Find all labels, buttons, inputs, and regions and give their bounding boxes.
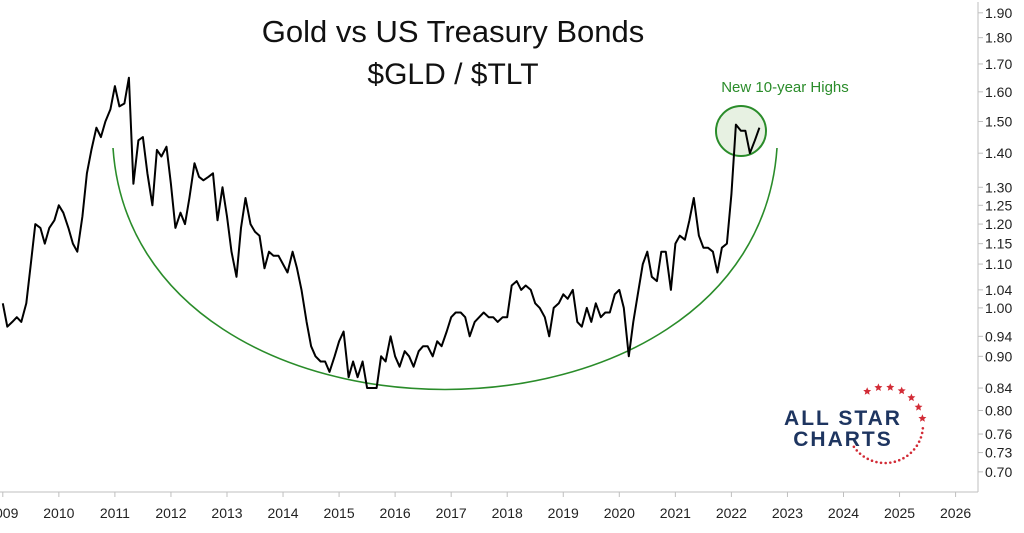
y-tick-label: 1.15 [985, 236, 1012, 252]
y-tick-label: 1.10 [985, 256, 1012, 272]
y-tick-label: 1.04 [985, 282, 1012, 298]
logo-star [874, 383, 883, 391]
y-tick-label: 0.90 [985, 348, 1012, 364]
series-line-0 [1, 76, 761, 389]
x-axis: 2009 2010 2011 2012 2013 2014 2015 2016 2017 2018… [0, 491, 978, 521]
x-tick-label: 2015 [323, 505, 354, 521]
logo-star [863, 387, 872, 395]
annotation-new-highs: New 10-year Highs [721, 79, 849, 96]
x-tick-label: 2021 [660, 505, 691, 521]
x-tick-label: 2023 [772, 505, 803, 521]
x-tick-label: 2026 [940, 505, 971, 521]
logo-dot [920, 431, 924, 435]
logo-dot [884, 461, 887, 465]
y-tick-label: 1.00 [985, 300, 1012, 316]
y-tick-label: 1.30 [985, 179, 1012, 195]
y-tick-label: 0.84 [985, 380, 1012, 396]
logo-dot [917, 440, 921, 443]
x-tick-label: 2009 [0, 505, 19, 521]
x-tick-label: 2018 [492, 505, 523, 521]
logo-star [914, 403, 923, 411]
logo-star [918, 414, 927, 422]
logo-dot [862, 455, 866, 458]
y-tick-label: 1.40 [985, 145, 1012, 161]
x-tick-label: 2013 [211, 505, 242, 521]
chart-subtitle: $GLD / $TLT [367, 58, 538, 91]
y-tick-label: 1.70 [985, 56, 1012, 72]
y-tick-label: 0.94 [985, 328, 1012, 344]
x-tick-label: 2020 [604, 505, 635, 521]
logo-dot [921, 427, 925, 430]
plot-area [1, 76, 778, 391]
logo-dot [879, 461, 883, 465]
logo-star [897, 386, 906, 395]
logo-dot [915, 444, 919, 447]
y-tick-label: 0.70 [985, 464, 1012, 480]
logo-dot [866, 457, 870, 461]
logo-line-1: ALL STAR [784, 407, 902, 430]
logo-line-2: CHARTS [793, 428, 893, 451]
logo-dot [870, 459, 874, 463]
y-tick-label: 1.90 [985, 5, 1012, 21]
x-tick-label: 2016 [380, 505, 411, 521]
logo-dot [888, 461, 892, 464]
y-tick-label: 1.50 [985, 113, 1012, 129]
x-tick-label: 2012 [155, 505, 186, 521]
x-tick-label: 2022 [716, 505, 747, 521]
logo-star [886, 383, 895, 391]
x-tick-label: 2014 [267, 505, 298, 521]
logo-dot [897, 458, 901, 462]
x-tick-label: 2024 [828, 505, 859, 521]
logo-stars-icon [852, 383, 927, 465]
logo-dot [852, 445, 856, 449]
rounding-bottom-arc [112, 147, 778, 391]
logo-dot [875, 460, 878, 464]
all-star-charts-logo: ALL STAR CHARTS [784, 383, 927, 465]
logo-dot [906, 454, 909, 458]
logo-dot [855, 449, 859, 452]
y-tick-label: 1.20 [985, 216, 1012, 232]
x-tick-label: 2025 [884, 505, 915, 521]
x-tick-label: 2019 [548, 505, 579, 521]
logo-dot [902, 456, 905, 460]
x-tick-label: 2010 [43, 505, 74, 521]
logo-dot [858, 452, 862, 455]
logo-dot [909, 451, 913, 455]
y-tick-label: 0.80 [985, 402, 1012, 418]
x-tick-label: 2017 [436, 505, 467, 521]
y-tick-label: 1.60 [985, 84, 1012, 100]
y-tick-label: 1.80 [985, 30, 1012, 46]
logo-dot [919, 436, 923, 439]
y-tick-label: 1.25 [985, 197, 1012, 213]
logo-dot [912, 448, 916, 451]
x-tick-label: 2011 [100, 505, 130, 521]
chart-title: Gold vs US Treasury Bonds [262, 14, 645, 49]
logo-star [907, 393, 916, 402]
y-tick-label: 0.73 [985, 445, 1012, 461]
logo-dot [893, 460, 897, 464]
y-axis: 1.90 1.80 1.70 1.60 1.50 1.40 1.30 1.25 1.20 1.15… [977, 2, 1012, 492]
y-tick-label: 0.76 [985, 426, 1012, 442]
